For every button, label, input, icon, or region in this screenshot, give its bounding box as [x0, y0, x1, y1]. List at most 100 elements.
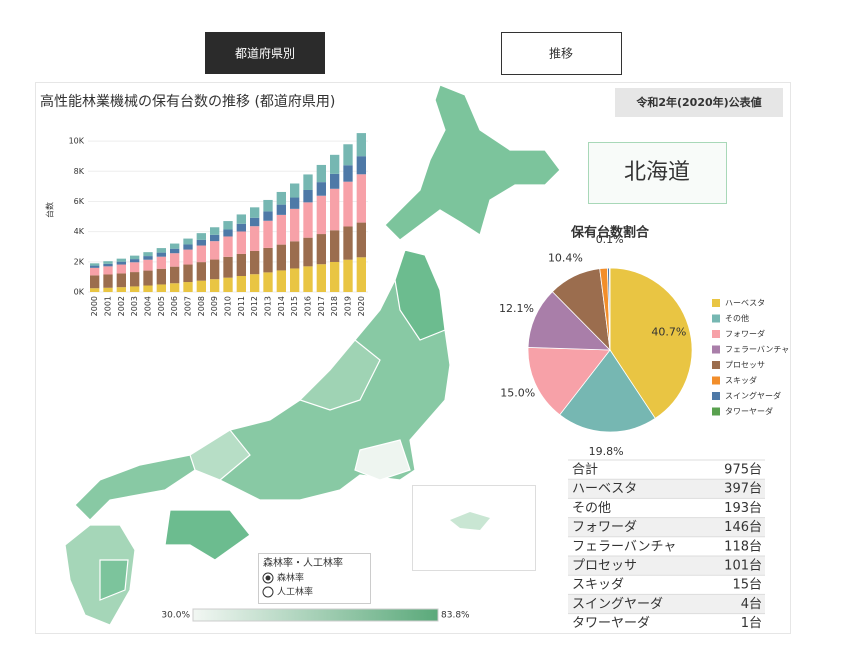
bar-segment: [196, 239, 206, 246]
inset-frame: [412, 485, 536, 571]
bar-segment: [250, 274, 260, 292]
table-cell: 397台: [724, 482, 762, 497]
bar-segment: [250, 250, 260, 275]
radio-dot: [265, 575, 271, 581]
bar-segment: [116, 264, 126, 274]
bar-segment: [90, 267, 100, 276]
bar-segment: [156, 248, 166, 253]
bar-segment: [343, 165, 353, 182]
bar-segment: [143, 285, 153, 292]
bar-segment: [103, 266, 113, 275]
bar-segment: [263, 272, 273, 292]
bar-segment: [343, 181, 353, 227]
bar-segment: [356, 222, 366, 258]
bar-segment: [316, 264, 326, 292]
radio-label[interactable]: 森林率: [277, 572, 304, 584]
bar-segment: [170, 248, 180, 254]
bar-segment: [316, 182, 326, 196]
bar-segment: [116, 287, 126, 292]
y-axis-label: 台数: [45, 202, 55, 218]
bar-segment: [143, 259, 153, 271]
bar-segment: [343, 259, 353, 292]
bar-segment: [236, 214, 246, 224]
legend-swatch: [712, 361, 720, 369]
bar-segment: [156, 268, 166, 285]
pie-slice: [559, 349, 656, 433]
region-box: [588, 142, 727, 204]
bar-segment: [210, 259, 220, 280]
tab-label[interactable]: 推移: [549, 47, 573, 61]
bar-segment: [170, 253, 180, 267]
bar-segment: [103, 287, 113, 292]
legend-swatch: [712, 299, 720, 307]
table-cell: スイングヤーダ: [572, 597, 663, 612]
bar-segment: [356, 174, 366, 223]
x-tick-label: 2019: [344, 296, 353, 316]
bar-segment: [130, 262, 140, 273]
legend-swatch: [712, 376, 720, 385]
bar-segment: [143, 256, 153, 260]
tab-label[interactable]: 都道府県別: [235, 46, 295, 61]
bar-segment: [330, 261, 340, 292]
badge: [615, 88, 783, 117]
x-tick-label: 2000: [90, 296, 99, 316]
table-cell: 4台: [741, 597, 762, 612]
bar-segment: [116, 258, 126, 262]
y-tick-label: 2K: [74, 257, 85, 266]
tab-active[interactable]: [205, 32, 325, 74]
legend-label: スイングヤーダ: [725, 391, 781, 401]
bar-segment: [276, 214, 286, 245]
x-tick-label: 2015: [290, 296, 299, 316]
x-tick-label: 2006: [170, 296, 179, 316]
bar-segment: [316, 234, 326, 265]
bar-segment: [210, 234, 220, 242]
radio[interactable]: [262, 586, 274, 598]
bar-segment: [156, 284, 166, 292]
bar-segment: [196, 262, 206, 281]
legend-swatch: [712, 314, 720, 323]
bar-segment: [330, 173, 340, 189]
bar-segment: [223, 229, 233, 237]
legend-label: フェラーバンチャ: [725, 345, 789, 354]
color-scale: [192, 608, 439, 622]
bar-segment: [276, 244, 286, 271]
japan-map: [64, 84, 561, 626]
bar-segment: [250, 226, 260, 251]
slice-label: 40.7%: [651, 325, 686, 338]
chart-title: 高性能林業機械の保有台数の推移 (都道府県用): [40, 93, 335, 110]
y-tick-label: 8K: [74, 167, 85, 176]
bar-segment: [330, 188, 340, 231]
bar-segment: [223, 221, 233, 230]
x-tick-label: 2009: [210, 296, 219, 316]
bar-segment: [116, 261, 126, 265]
x-tick-label: 2010: [224, 296, 233, 316]
pie-slice: [527, 347, 611, 416]
bar-segment: [303, 189, 313, 203]
table-cell: タワーヤーダ: [572, 616, 650, 631]
table-cell: 975台: [724, 463, 762, 478]
radio-label[interactable]: 人工林率: [277, 586, 313, 598]
badge-text: 令和2年(2020年)公表値: [635, 95, 761, 109]
table-cell: 1台: [741, 616, 762, 631]
tab[interactable]: [501, 32, 622, 75]
bar-segment: [183, 282, 193, 292]
bar-segment: [290, 268, 300, 292]
x-tick-label: 2017: [317, 296, 326, 316]
bar-segment: [103, 261, 113, 264]
x-tick-label: 2018: [330, 296, 339, 316]
bar-segment: [170, 243, 180, 249]
bar-segment: [116, 273, 126, 288]
bar-segment: [236, 231, 246, 254]
legend-swatch: [712, 392, 720, 400]
scale-min: 30.0%: [161, 611, 190, 621]
map-legend-title: 森林率・人工林率: [263, 556, 343, 569]
scale-max: 83.8%: [441, 611, 470, 621]
x-tick-label: 2013: [264, 296, 273, 316]
table-cell: フェラーバンチャ: [572, 539, 676, 554]
bar-segment: [223, 236, 233, 257]
bar-segment: [290, 183, 300, 198]
bar-segment: [196, 245, 206, 263]
table-cell: スキッダ: [572, 578, 624, 593]
table-cell: 146台: [724, 520, 762, 535]
